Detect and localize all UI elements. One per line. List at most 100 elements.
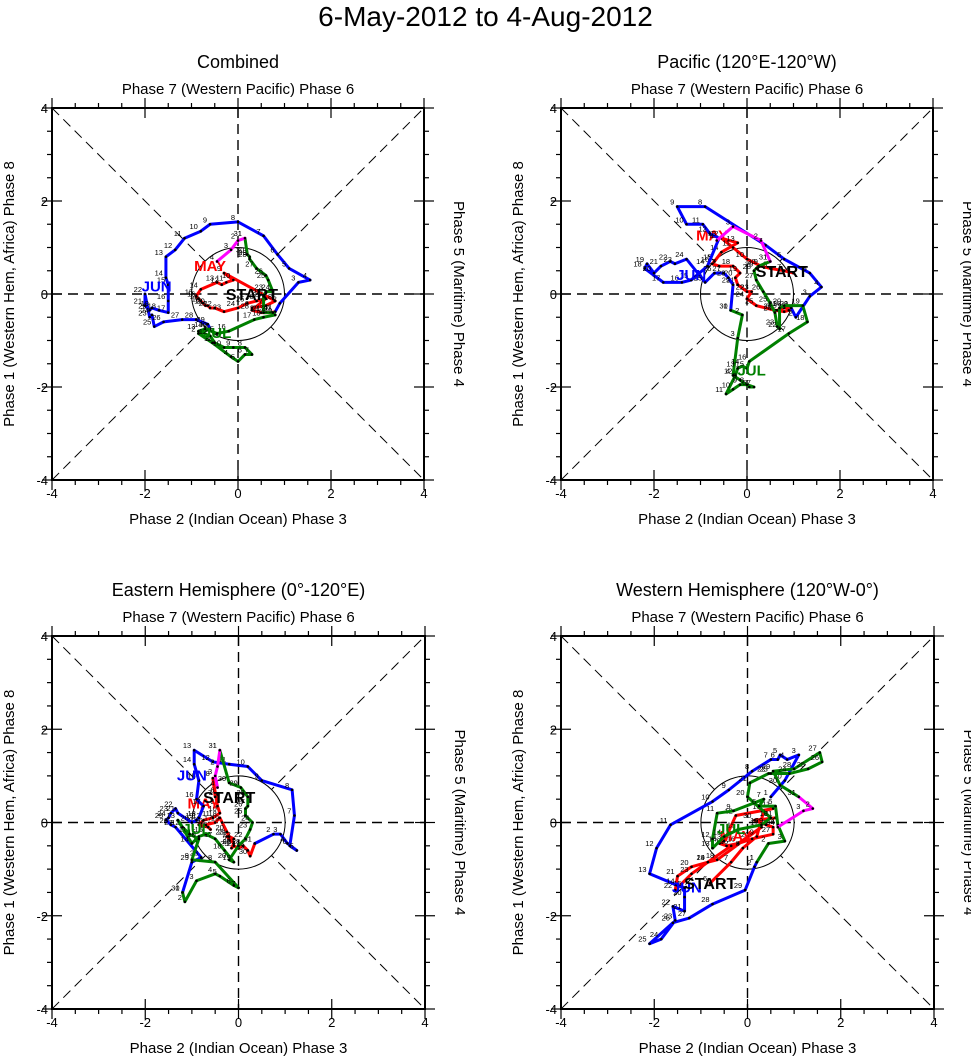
day-marker xyxy=(197,835,201,838)
day-label: 27 xyxy=(171,311,179,320)
day-label: 28 xyxy=(238,250,246,259)
day-label: 2 xyxy=(735,306,739,315)
day-marker xyxy=(771,807,775,810)
day-label: 21 xyxy=(252,304,260,313)
day-label: 13 xyxy=(206,273,214,282)
day-marker xyxy=(218,811,222,815)
day-label: 30 xyxy=(719,301,727,310)
day-label: 16 xyxy=(738,352,746,361)
y-tick-label: 2 xyxy=(41,722,48,737)
day-marker xyxy=(741,364,744,368)
day-label: 27 xyxy=(712,264,720,273)
day-marker xyxy=(250,306,254,310)
day-label: 9 xyxy=(750,827,754,836)
day-marker xyxy=(797,753,801,757)
day-label: 20 xyxy=(643,264,651,273)
day-label: 3 xyxy=(796,802,800,811)
day-marker xyxy=(176,811,180,815)
right-axis-label: Phase 5 (Maritime) Phase 4 xyxy=(450,201,467,387)
day-label: 22 xyxy=(659,252,667,261)
y-tick-label: -2 xyxy=(36,909,48,924)
day-marker xyxy=(818,751,822,754)
day-label: 23 xyxy=(213,303,221,312)
day-label: 9 xyxy=(670,198,674,207)
day-marker xyxy=(232,837,236,841)
day-label: 16 xyxy=(671,273,679,282)
chart-panel-1: Combined Phase 7 (Western Pacific) Phase … xyxy=(1,52,467,528)
day-label: 22 xyxy=(768,320,776,329)
figure-title: 6-May-2012 to 4-Aug-2012 xyxy=(318,1,653,32)
day-marker xyxy=(778,327,781,331)
day-marker xyxy=(227,781,231,785)
day-marker xyxy=(711,902,714,906)
day-label: 12 xyxy=(164,241,172,250)
day-label: 29 xyxy=(196,315,204,324)
day-marker xyxy=(752,269,756,273)
top-axis-label: Phase 7 (Western Pacific) Phase 6 xyxy=(122,609,354,626)
x-tick-label: -4 xyxy=(555,486,567,501)
day-marker xyxy=(197,816,201,820)
day-marker xyxy=(204,832,208,836)
day-label: 12 xyxy=(171,818,179,827)
day-marker xyxy=(218,748,222,752)
day-label: 31 xyxy=(787,788,795,797)
day-marker xyxy=(264,304,268,307)
day-label: 13 xyxy=(187,322,195,331)
day-label: 10 xyxy=(675,215,683,224)
day-label: 20 xyxy=(680,858,688,867)
day-marker xyxy=(204,327,207,331)
day-marker xyxy=(259,311,263,314)
day-marker xyxy=(736,367,739,370)
month-label: JUN xyxy=(142,279,172,296)
day-label: 18 xyxy=(192,294,200,303)
day-label: 8 xyxy=(206,769,210,778)
day-marker xyxy=(190,821,194,824)
day-label: 1 xyxy=(175,883,179,892)
day-label: 25 xyxy=(155,811,163,820)
series-line-may xyxy=(673,807,777,892)
day-label: 15 xyxy=(206,325,214,334)
day-marker xyxy=(773,311,777,314)
day-label: 1 xyxy=(750,853,754,862)
day-marker xyxy=(820,760,824,764)
day-marker xyxy=(199,299,203,303)
day-marker xyxy=(213,341,217,345)
day-marker xyxy=(197,297,200,300)
day-label: 15 xyxy=(157,276,165,285)
day-marker xyxy=(759,239,763,242)
x-tick-label: 2 xyxy=(837,1015,844,1030)
day-label: 24 xyxy=(675,250,683,259)
day-label: 30 xyxy=(773,772,781,781)
day-label: 16 xyxy=(187,290,195,299)
day-marker xyxy=(760,823,763,827)
day-label: 25 xyxy=(220,839,228,848)
day-marker xyxy=(655,846,658,850)
day-marker xyxy=(715,858,719,862)
day-marker xyxy=(792,271,795,275)
x-tick-label: 4 xyxy=(420,486,427,501)
day-marker xyxy=(778,783,782,787)
day-label: 6 xyxy=(703,874,707,883)
day-label: 1 xyxy=(784,299,788,308)
day-marker xyxy=(194,295,198,298)
panel-title: Western Hemisphere (120°W-0°) xyxy=(616,580,879,600)
day-marker xyxy=(683,886,686,890)
day-marker xyxy=(213,774,217,778)
y-axis-label: Phase 1 (Western Hem, Africa) Phase 8 xyxy=(510,161,527,427)
day-marker xyxy=(153,325,156,328)
day-label: 28 xyxy=(701,895,709,904)
day-label: 27 xyxy=(236,797,244,806)
series-may: 6789101112131415161718192021222324252627… xyxy=(664,800,777,892)
day-marker xyxy=(748,360,751,363)
day-marker xyxy=(236,306,240,310)
day-label: 19 xyxy=(211,814,219,823)
day-marker xyxy=(752,385,756,389)
day-marker xyxy=(253,842,257,845)
day-marker xyxy=(738,378,742,382)
y-tick-label: 4 xyxy=(41,629,48,644)
day-label: 24 xyxy=(778,765,786,774)
day-label: 1 xyxy=(248,834,252,843)
series-aug: 123 4 xyxy=(210,229,247,263)
day-label: 25 xyxy=(143,318,151,327)
